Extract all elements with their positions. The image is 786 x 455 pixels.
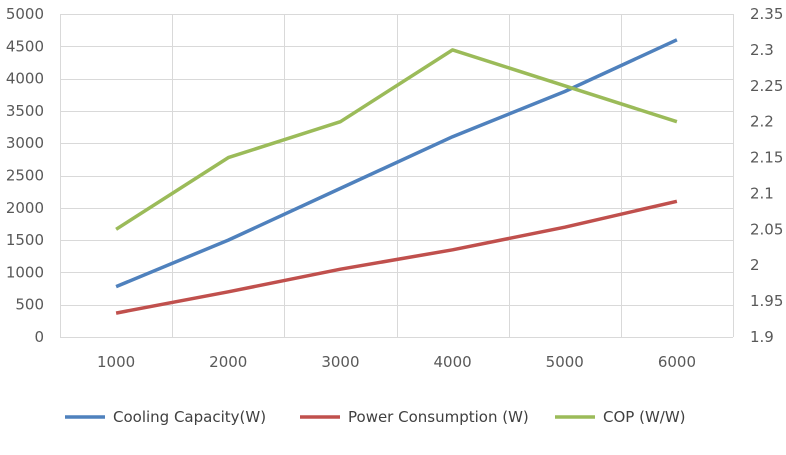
legend-item: Power Consumption (W) bbox=[300, 408, 529, 426]
x-tick-label: 5000 bbox=[546, 353, 584, 371]
x-tick-label: 2000 bbox=[209, 353, 247, 371]
y-tick-label: 3000 bbox=[6, 134, 44, 152]
x-tick-label: 1000 bbox=[97, 353, 135, 371]
y-tick-label: 4000 bbox=[6, 70, 44, 88]
series-lines bbox=[115, 38, 678, 315]
legend-item: Cooling Capacity(W) bbox=[65, 408, 266, 426]
x-tick-label: 3000 bbox=[321, 353, 359, 371]
y2-tick-label: 2 bbox=[750, 256, 760, 274]
legend-label: COP (W/W) bbox=[603, 408, 686, 426]
legend-item: COP (W/W) bbox=[555, 408, 686, 426]
y-tick-label: 1500 bbox=[6, 231, 44, 249]
series-line-0 bbox=[115, 38, 678, 289]
y-tick-label: 0 bbox=[34, 328, 44, 346]
x-tick-label: 6000 bbox=[658, 353, 696, 371]
y2-tick-label: 1.9 bbox=[750, 328, 774, 346]
x-axis: 1000 2000 3000 4000 5000 6000 bbox=[97, 353, 696, 371]
y2-tick-label: 2.15 bbox=[750, 149, 783, 167]
legend-label: Cooling Capacity(W) bbox=[113, 408, 266, 426]
y-tick-label: 2500 bbox=[6, 167, 44, 185]
gridlines bbox=[60, 14, 734, 338]
y-tick-label: 4500 bbox=[6, 37, 44, 55]
series-line-2 bbox=[115, 48, 678, 231]
y-tick-label: 3500 bbox=[6, 102, 44, 120]
y2-tick-label: 2.25 bbox=[750, 77, 783, 95]
legend-label: Power Consumption (W) bbox=[348, 408, 529, 426]
series-line-1 bbox=[115, 199, 678, 315]
y2-tick-label: 1.95 bbox=[750, 292, 783, 310]
y-axis-left: 0 500 1000 1500 2000 2500 3000 3500 4000 4500 5000 bbox=[6, 5, 44, 346]
y-axis-right: 1.9 1.95 2 2.05 2.1 2.15 2.2 2.25 2.3 2.35 bbox=[750, 5, 783, 346]
y2-tick-label: 2.05 bbox=[750, 220, 783, 238]
y-tick-label: 1000 bbox=[6, 263, 44, 281]
y-tick-label: 5000 bbox=[6, 5, 44, 23]
y2-tick-label: 2.1 bbox=[750, 184, 774, 202]
x-tick-label: 4000 bbox=[433, 353, 471, 371]
y2-tick-label: 2.2 bbox=[750, 113, 774, 131]
y-tick-label: 500 bbox=[15, 296, 44, 314]
legend: Cooling Capacity(W) Power Consumption (W)… bbox=[65, 408, 686, 426]
y2-tick-label: 2.3 bbox=[750, 41, 774, 59]
y2-tick-label: 2.35 bbox=[750, 5, 783, 23]
y-tick-label: 2000 bbox=[6, 199, 44, 217]
